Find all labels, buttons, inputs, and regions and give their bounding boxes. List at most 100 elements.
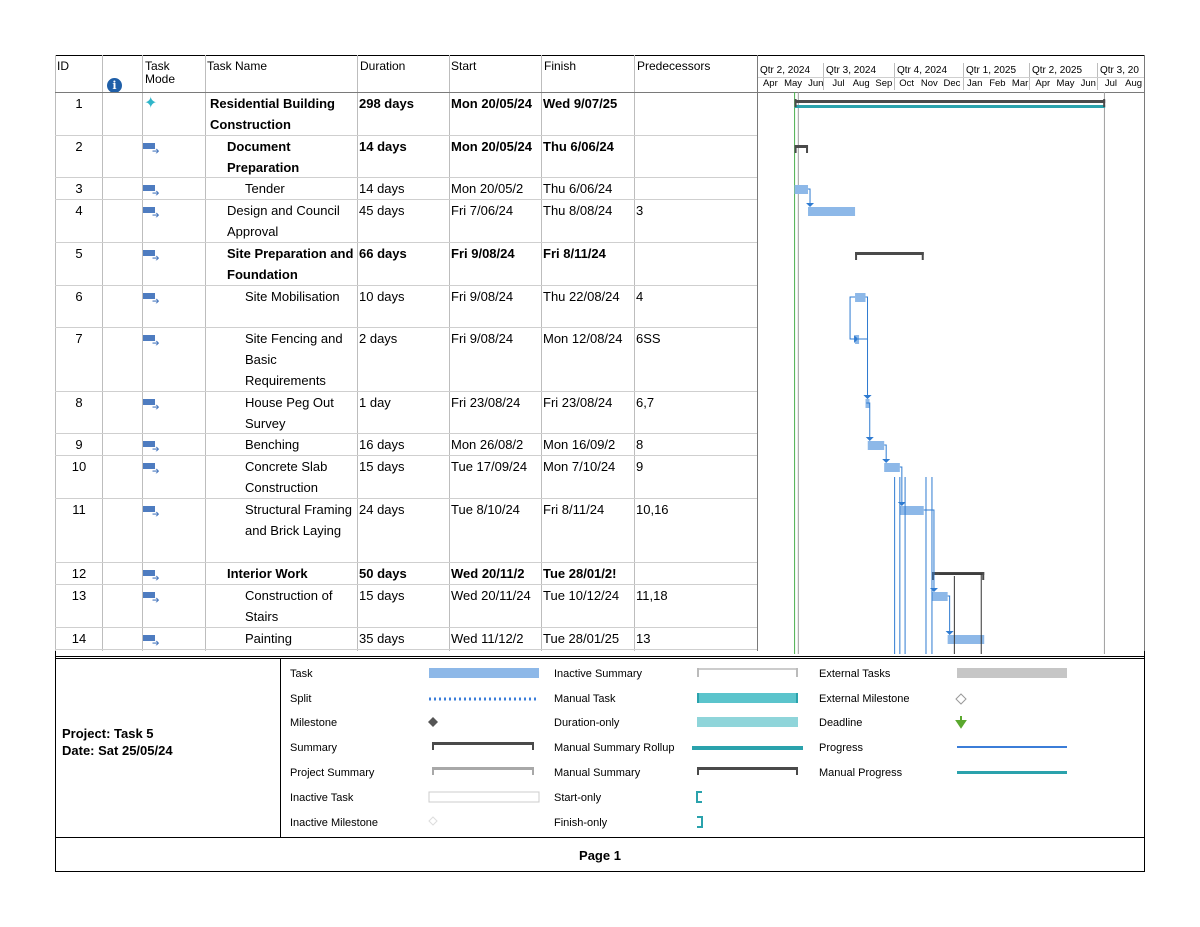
task-start: Tue 8/10/24 [451, 502, 520, 517]
table-row[interactable]: 3 ➔ Tender 14 days Mon 20/05/2 Thu 6/06/24 [56, 178, 757, 199]
table-row[interactable]: 2 ➔ Document Preparation 14 days Mon 20/05/2… [56, 136, 757, 177]
legend-divider [280, 659, 281, 837]
task-bar[interactable] [855, 293, 866, 302]
gantt-chart [794, 92, 1106, 654]
task-duration: 66 days [359, 246, 407, 261]
task-start: Fri 7/06/24 [451, 203, 514, 218]
auto-schedule-icon: ➔ [143, 399, 160, 412]
col-header-duration: Duration [360, 59, 406, 73]
legend-top-border-2 [55, 658, 1145, 659]
auto-schedule-icon: ➔ [143, 293, 160, 306]
task-predecessors: 6,7 [636, 395, 655, 410]
table-row[interactable]: 7 ➔ Site Fencing and Basic Requirements 2 d… [56, 328, 757, 391]
legend-summary-end [432, 742, 434, 750]
task-finish: Fri 23/08/24 [543, 395, 613, 410]
task-bar[interactable] [808, 207, 856, 216]
table-row[interactable]: 9 ➔ Benching 16 days Mon 26/08/2 Mon 16/09/2 8 [56, 434, 757, 455]
legend-inactive-milestone-swatch [428, 816, 438, 826]
row-id: 13 [71, 588, 87, 603]
table-row[interactable]: 8 ➔ House Peg Out Survey 1 day Fri 23/08/24 F… [56, 392, 757, 433]
timescale-month: Aug [852, 78, 870, 89]
summary-bar[interactable] [855, 252, 924, 255]
legend-label: Summary [290, 742, 338, 754]
dependency-link [939, 573, 982, 654]
row-id: 5 [75, 246, 83, 261]
legend-deadline-swatch [955, 716, 967, 729]
task-start: Mon 20/05/24 [451, 139, 532, 154]
auto-schedule-icon: ➔ [143, 335, 160, 348]
column-divider [541, 55, 542, 651]
table-row[interactable]: 10 ➔ Concrete Slab Construction 15 days Tue … [56, 456, 757, 498]
task-name: House Peg Out Survey [245, 395, 338, 431]
timescale-month: Jun [808, 78, 824, 89]
dependency-arrow [945, 631, 954, 635]
legend-label: Finish-only [554, 817, 608, 829]
task-name: Site Preparation and Foundation [227, 246, 358, 282]
legend-task-swatch [429, 668, 539, 678]
quarter-divider [1029, 63, 1030, 90]
task-predecessors: 9 [636, 459, 644, 474]
summary-bar[interactable] [794, 145, 809, 148]
header-divider [757, 92, 1145, 93]
project-summary-bar[interactable] [794, 100, 1106, 103]
table-row[interactable]: 12 ➔ Interior Work 50 days Wed 20/11/2 Tue 28… [56, 563, 757, 584]
table-row[interactable]: 4 ➔ Design and Council Approval 45 days Fri … [56, 200, 757, 242]
task-predecessors: 6SS [636, 331, 661, 346]
legend-inactive-summary-end [697, 668, 699, 677]
row-divider [55, 455, 757, 456]
timescale-month: Apr [1035, 78, 1051, 89]
legend-summary-end [532, 742, 534, 750]
dependency-arrow [854, 335, 859, 343]
project-name: Project: Task 5 [62, 726, 154, 741]
task-predecessors: 10,16 [636, 502, 669, 517]
row-divider [55, 627, 757, 628]
task-duration: 24 days [359, 502, 405, 517]
task-predecessors: 3 [636, 203, 644, 218]
timescale-month: Feb [989, 78, 1006, 89]
dependency-arrow [865, 437, 874, 441]
task-bar[interactable] [899, 506, 924, 515]
row-divider [55, 135, 757, 136]
table-row[interactable]: 14 ➔ Painting 35 days Wed 11/12/2 Tue 28/01/2… [56, 628, 757, 649]
table-row[interactable]: 11 ➔ Structural Framing and Brick Laying 24… [56, 499, 757, 562]
legend-label: Start-only [554, 792, 602, 804]
task-bar[interactable] [884, 463, 900, 472]
footer-border [55, 837, 1145, 838]
legend-inactive-summary-end [796, 668, 798, 677]
row-id: 1 [75, 96, 83, 111]
task-bar[interactable] [931, 592, 948, 601]
timescale-month: Sep [875, 78, 893, 89]
row-id: 7 [75, 331, 83, 346]
legend-manual-summary-swatch [697, 767, 798, 770]
table-row[interactable]: 6 ➔ Site Mobilisation 10 days Fri 9/08/24 Thu… [56, 286, 757, 327]
column-divider [634, 55, 635, 651]
legend-start-only-swatch [696, 791, 702, 803]
summary-bar-end [794, 145, 797, 153]
task-predecessors: 11,18 [636, 588, 668, 603]
dependency-arrow [806, 203, 815, 207]
row-id: 10 [71, 459, 87, 474]
timescale-month: Oct [899, 78, 914, 89]
table-row[interactable]: 13 ➔ Construction of Stairs 15 days Wed 20/1… [56, 585, 757, 627]
summary-bar-end [982, 572, 985, 580]
legend-label: Inactive Summary [554, 668, 643, 680]
task-finish: Mon 16/09/2 [543, 437, 616, 452]
task-finish: Tue 28/01/2! [543, 566, 617, 581]
column-divider [205, 55, 206, 651]
col-header-mode-1: Task [145, 59, 170, 73]
dependency-link [849, 296, 858, 340]
col-header-name: Task Name [207, 59, 268, 73]
task-bar[interactable] [867, 441, 885, 450]
column-divider [757, 55, 758, 651]
dependency-link [947, 595, 951, 632]
table-row[interactable]: 5 ➔ Site Preparation and Foundation 66 days… [56, 243, 757, 285]
legend-label: Deadline [819, 717, 863, 729]
task-bar[interactable] [947, 635, 985, 644]
task-bar[interactable] [794, 185, 809, 194]
summary-bar-end [855, 252, 858, 260]
quarter-divider [823, 63, 824, 90]
task-predecessors: 4 [636, 289, 644, 304]
task-name: Structural Framing and Brick Laying [245, 502, 356, 538]
table-row[interactable]: 1 ✦ Residential Building Construction 298 d… [56, 93, 757, 135]
quarter-divider [1097, 63, 1098, 90]
